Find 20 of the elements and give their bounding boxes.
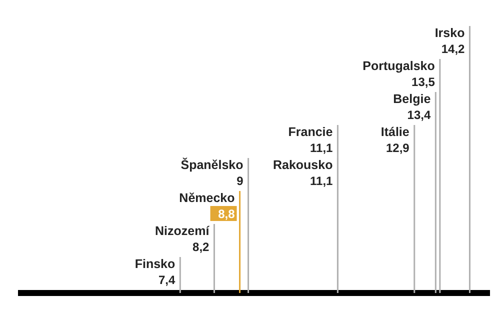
category-label: Belgie: [393, 92, 431, 106]
category-label: Finsko: [134, 257, 176, 271]
data-label: 7,4: [158, 273, 176, 287]
category-label: Rakousko: [272, 158, 334, 172]
data-label: 8,2: [192, 240, 210, 254]
data-label: 13,5: [412, 75, 436, 89]
category-label: Portugalsko: [362, 59, 436, 73]
category-label: Španělsko: [180, 157, 244, 172]
data-label: 12,9: [386, 141, 410, 155]
data-label: 8,8: [218, 207, 236, 221]
category-label: Francie: [288, 125, 333, 139]
category-label: Nizozemí: [155, 224, 210, 238]
category-label: Itálie: [380, 125, 410, 139]
data-label: 11,1: [310, 141, 334, 155]
category-label: Německo: [179, 191, 236, 205]
data-label: 11,1: [310, 174, 334, 188]
data-label: 14,2: [441, 42, 466, 56]
data-label: 13,4: [407, 108, 431, 122]
data-label: 9: [236, 174, 244, 188]
category-label: Irsko: [434, 26, 466, 40]
